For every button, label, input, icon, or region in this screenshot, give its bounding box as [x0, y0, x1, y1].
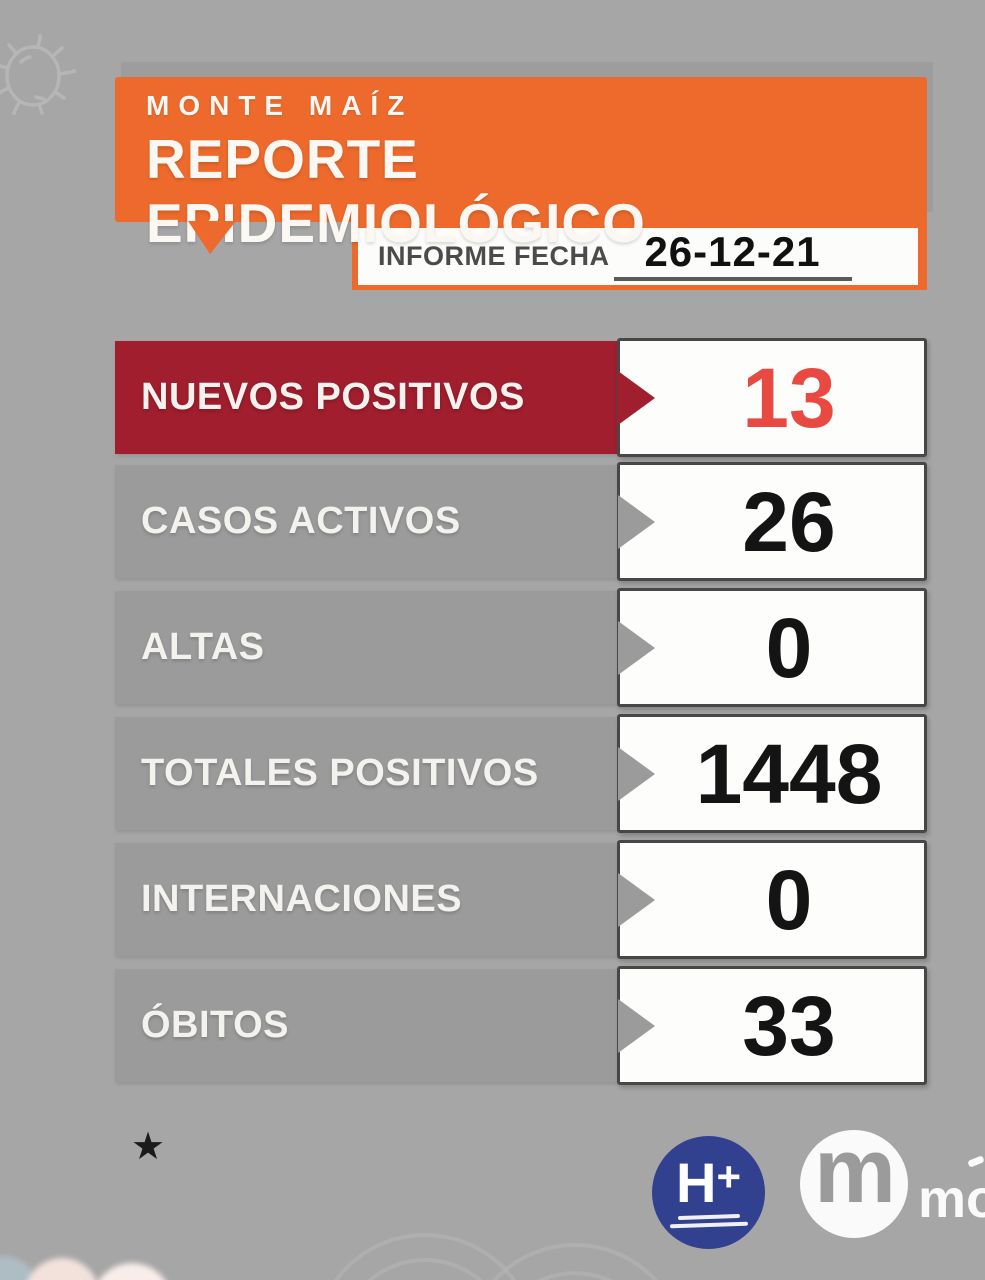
report-date-underline: 26-12-21: [613, 228, 852, 281]
municipality-logo-letter: m: [814, 1120, 896, 1222]
stat-value-box: 26: [617, 462, 927, 581]
arrow-pointer-icon: [618, 370, 655, 425]
hplus-hospital-logo: H +: [652, 1136, 765, 1249]
municipality-wordmark-partial: mo: [918, 1169, 985, 1229]
footnote-star-icon: ★: [131, 1126, 166, 1168]
arrow-pointer-icon: [618, 872, 655, 927]
photo-blob-pink: [24, 1258, 100, 1280]
report-date-value: 26-12-21: [644, 228, 821, 275]
hplus-small-text-line: [677, 1214, 740, 1221]
arrow-pointer-icon: [618, 494, 655, 549]
stat-label: TOTALES POSITIVOS: [141, 752, 539, 794]
stat-label-bar: NUEVOS POSITIVOS: [115, 341, 620, 454]
stat-label-bar: ÓBITOS: [115, 969, 620, 1082]
hplus-plus-sign: +: [716, 1152, 741, 1200]
stat-label-bar: INTERNACIONES: [115, 843, 620, 956]
hplus-logo-text: H +: [676, 1150, 741, 1214]
stat-value: 0: [765, 852, 813, 947]
stat-row-casos-activos: CASOS ACTIVOS 26: [115, 462, 927, 581]
header-banner: MONTE MAÍZ REPORTE EPIDEMIOLÓGICO: [115, 77, 927, 254]
arrow-pointer-icon: [618, 998, 655, 1053]
stat-label: ALTAS: [141, 626, 265, 668]
stat-value: 33: [742, 978, 836, 1073]
arrow-pointer-icon: [618, 746, 655, 801]
stat-value: 13: [742, 350, 836, 445]
stat-row-totales-positivos: TOTALES POSITIVOS 1448: [115, 714, 927, 833]
stat-label-bar: CASOS ACTIVOS: [115, 465, 620, 578]
stat-label: INTERNACIONES: [141, 878, 463, 920]
stat-row-internaciones: INTERNACIONES 0: [115, 840, 927, 959]
report-date-box: INFORME FECHA 26-12-21: [358, 228, 918, 285]
stat-value: 1448: [695, 726, 883, 821]
photo-blob-pink: [92, 1263, 172, 1280]
location-title: MONTE MAÍZ: [146, 90, 414, 121]
report-date-label: INFORME FECHA: [378, 241, 610, 271]
stat-label: CASOS ACTIVOS: [141, 500, 461, 542]
virus-icon: [0, 34, 76, 115]
stat-value-box: 0: [617, 840, 927, 959]
stat-label-bar: TOTALES POSITIVOS: [115, 717, 620, 830]
stat-row-obitos: ÓBITOS 33: [115, 966, 927, 1085]
wordmark-accent-mark: [967, 1155, 985, 1168]
stat-value-box: 0: [617, 588, 927, 707]
stat-label: ÓBITOS: [141, 1004, 289, 1046]
report-title: REPORTE EPIDEMIOLÓGICO: [146, 128, 646, 254]
stat-label: NUEVOS POSITIVOS: [141, 376, 525, 418]
date-strip-backing: INFORME FECHA 26-12-21: [352, 216, 927, 290]
municipality-logo: m: [800, 1125, 908, 1238]
arrow-pointer-icon: [618, 620, 655, 675]
stat-value-box: 1448: [617, 714, 927, 833]
hplus-small-text-line: [669, 1221, 748, 1229]
hplus-h: H: [676, 1150, 717, 1214]
stat-value: 26: [742, 474, 836, 569]
stat-row-altas: ALTAS 0: [115, 588, 927, 707]
stat-row-nuevos-positivos: NUEVOS POSITIVOS 13: [115, 338, 927, 457]
stat-value: 0: [765, 600, 813, 695]
concentric-rings-decoration: [333, 1233, 659, 1280]
stat-label-bar: ALTAS: [115, 591, 620, 704]
stat-value-box: 33: [617, 966, 927, 1085]
stat-value-box: 13: [617, 338, 927, 457]
